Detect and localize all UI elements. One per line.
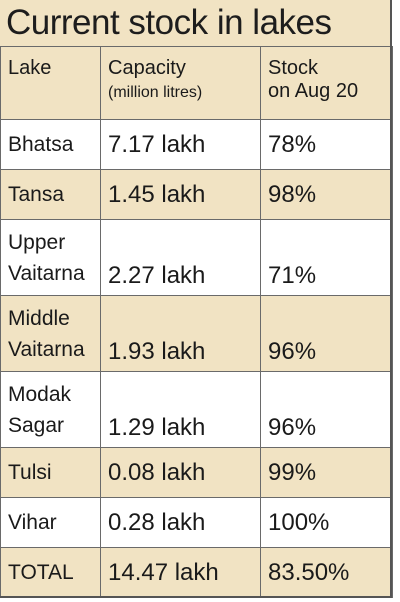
table-row: Tansa 1.45 lakh 98% [0,169,393,220]
lake-name-cell: Tansa [0,169,101,220]
lake-name: Modak [8,382,72,406]
stock-table: Lake Capacity (million litres) Stock on … [0,46,393,598]
lake-name: Upper [8,230,66,254]
header-lake-label: Lake [8,57,52,79]
stock-cell: 71% [260,219,393,296]
stock-cell: 99% [260,447,393,498]
lake-name: Tansa [8,183,65,206]
chart-title: Current stock in lakes [0,0,392,46]
table-row: Bhatsa 7.17 lakh 78% [0,119,393,170]
table-row: Middle Vaitarna 1.93 lakh 96% [0,295,393,372]
lake-name-cell: TOTAL [0,547,101,598]
stock-cell: 78% [260,119,393,170]
capacity-cell: 1.29 lakh [100,371,261,448]
lake-name-cell: Bhatsa [0,119,101,170]
stock-cell: 83.50% [260,547,393,598]
header-stock: Stock on Aug 20 [260,46,393,120]
lake-name: Tulsi [8,461,52,484]
table-row: Upper Vaitarna 2.27 lakh 71% [0,219,393,296]
header-stock-line1: Stock [268,57,319,79]
stock-cell: 100% [260,497,393,548]
header-capacity-unit: (million litres) [108,84,203,101]
header-capacity: Capacity (million litres) [100,46,261,120]
stock-cell: 96% [260,371,393,448]
lake-name-cell: Upper Vaitarna [0,219,101,296]
header-capacity-label: Capacity [108,57,186,79]
lake-name: Sagar [8,413,65,437]
lake-name: Middle [8,306,70,330]
lake-name: Vihar [8,511,57,534]
capacity-cell: 1.93 lakh [100,295,261,372]
table-row: Vihar 0.28 lakh 100% [0,497,393,548]
header-stock-line2: on Aug 20 [268,80,359,102]
header-row: Lake Capacity (million litres) Stock on … [0,46,393,120]
table-frame [0,0,392,598]
capacity-cell: 2.27 lakh [100,219,261,296]
capacity-cell: 7.17 lakh [100,119,261,170]
table-row: TOTAL 14.47 lakh 83.50% [0,547,393,598]
lake-name: TOTAL [8,561,74,584]
lake-name: Vaitarna [8,337,85,361]
lake-name-cell: Middle Vaitarna [0,295,101,372]
capacity-cell: 1.45 lakh [100,169,261,220]
table-body: Bhatsa 7.17 lakh 78% Tansa 1.45 lakh 98% Upper… [0,119,393,598]
capacity-cell: 14.47 lakh [100,547,261,598]
header-lake: Lake [0,46,101,120]
capacity-cell: 0.28 lakh [100,497,261,548]
lake-name: Vaitarna [8,261,85,285]
lake-name: Bhatsa [8,133,74,156]
